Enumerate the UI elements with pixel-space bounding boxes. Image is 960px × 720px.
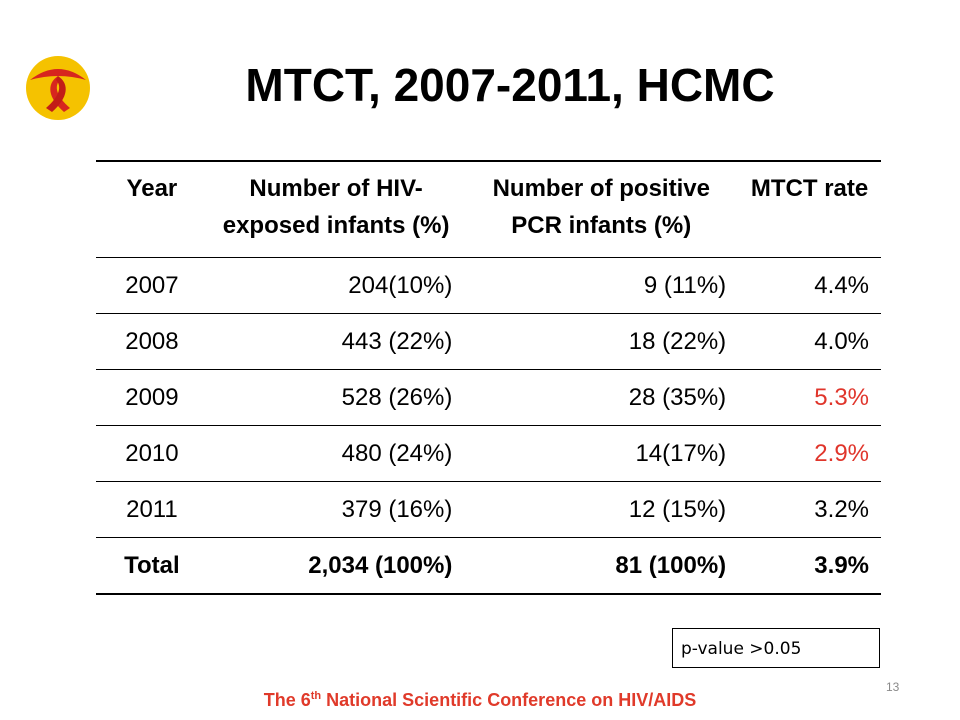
footer-prefix: The 6 [263,690,311,710]
header-positive-pcr: Number of positive PCR infants (%) [464,160,739,258]
ribbon-logo-icon [26,56,90,120]
footer-suffix: National Scientific Conference on HIV/AI… [321,690,697,710]
cell-year: 2011 [96,481,208,538]
cell-year: 2008 [96,313,208,370]
cell-positive: 14(17%) [464,425,739,482]
cell-total-exposed: 2,034 (100%) [207,537,465,595]
table-total-row: Total 2,034 (100%) 81 (100%) 3.9% [96,537,881,595]
table-row: 2010 480 (24%) 14(17%) 2.9% [96,425,881,482]
header-year: Year [96,160,208,258]
table-row: 2007 204(10%) 9 (11%) 4.4% [96,257,881,314]
cell-total-label: Total [96,537,208,595]
cell-exposed: 204(10%) [207,257,465,314]
table-row: 2009 528 (26%) 28 (35%) 5.3% [96,369,881,426]
mtct-table: Year Number of HIV-exposed infants (%) N… [96,160,881,595]
cell-exposed: 480 (24%) [207,425,465,482]
cell-exposed: 443 (22%) [207,313,465,370]
cell-year: 2009 [96,369,208,426]
cell-rate-highlighted: 2.9% [738,425,881,482]
cell-rate: 4.0% [738,313,881,370]
page-number: 13 [886,680,900,694]
cell-positive: 12 (15%) [464,481,739,538]
cell-year: 2010 [96,425,208,482]
cell-positive: 9 (11%) [464,257,739,314]
cell-positive: 18 (22%) [464,313,739,370]
footer-ordinal-suffix: th [310,690,322,702]
header-mtct-rate: MTCT rate [738,160,881,258]
table-header-row: Year Number of HIV-exposed infants (%) N… [96,160,881,258]
header-exposed-infants: Number of HIV-exposed infants (%) [207,160,465,258]
conference-footer: The 6th National Scientific Conference o… [0,690,960,711]
cell-total-rate: 3.9% [738,537,881,595]
cell-rate: 3.2% [738,481,881,538]
cell-exposed: 379 (16%) [207,481,465,538]
cell-rate: 4.4% [738,257,881,314]
slide-title: MTCT, 2007-2011, HCMC [245,59,775,111]
cell-year: 2007 [96,257,208,314]
table-row: 2011 379 (16%) 12 (15%) 3.2% [96,481,881,538]
cell-exposed: 528 (26%) [207,369,465,426]
p-value-box: p-value >0.05 [672,628,880,668]
table-row: 2008 443 (22%) 18 (22%) 4.0% [96,313,881,370]
cell-positive: 28 (35%) [464,369,739,426]
cell-total-positive: 81 (100%) [464,537,739,595]
cell-rate-highlighted: 5.3% [738,369,881,426]
